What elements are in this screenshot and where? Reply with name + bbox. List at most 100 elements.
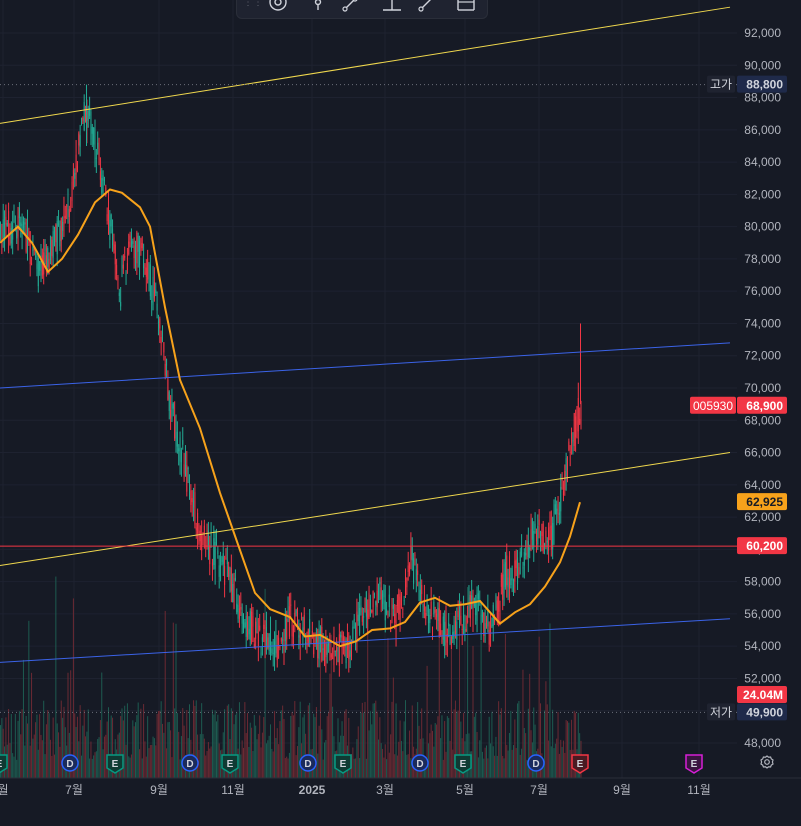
candle-body [36, 263, 38, 269]
candle-body [45, 255, 47, 273]
volume-bar [332, 706, 334, 778]
candle-body [63, 204, 65, 225]
volume-bar [230, 708, 232, 778]
volume-bar [459, 622, 460, 778]
volume-bar [94, 752, 96, 778]
volume-bar [40, 734, 42, 778]
settings-gear-icon[interactable] [759, 754, 775, 770]
candle-body [548, 527, 550, 551]
candle-body [108, 205, 109, 232]
candle-body [145, 267, 147, 277]
measure-icon[interactable] [455, 0, 477, 16]
volume-bar [280, 710, 282, 778]
candle-body [535, 530, 537, 542]
candle-body [321, 626, 323, 661]
earnings-event-icon[interactable] [454, 754, 472, 774]
volume-bar [275, 737, 277, 778]
earnings-event-icon[interactable] [221, 754, 239, 774]
line-tool-icon[interactable] [415, 0, 437, 16]
volume-bar [128, 756, 130, 778]
volume-bar [554, 743, 556, 778]
volume-bar [179, 759, 181, 778]
trendlines [0, 6, 731, 663]
volume-bar [352, 747, 354, 778]
volume-bar [63, 706, 65, 778]
candle-body [91, 126, 93, 134]
candle-body [124, 255, 126, 258]
volume-bar [78, 741, 80, 778]
grip-icon[interactable]: ⋮⋮ [243, 0, 263, 8]
volume-bar [295, 755, 297, 778]
y-tick-label: 66,000 [744, 446, 781, 460]
earnings-event-icon[interactable] [106, 754, 124, 774]
volume-bar [494, 755, 496, 778]
candle-body [332, 658, 334, 660]
volume-bar [386, 759, 388, 778]
candle-body [365, 591, 367, 617]
volume-bar [540, 703, 541, 778]
volume-tag: 24.04M [737, 686, 787, 703]
dividend-event-icon[interactable] [181, 754, 199, 772]
candle-body [247, 621, 249, 638]
candle-body [147, 258, 149, 280]
earnings-event-icon[interactable] [0, 754, 8, 774]
candle-body [297, 613, 298, 617]
volume-bar [337, 718, 339, 778]
candle-body [486, 620, 487, 629]
candle-body [557, 504, 559, 511]
volume-bar [479, 740, 481, 778]
last-price-tag: 005930 68,900 [690, 396, 787, 414]
dividend-event-label: D [66, 759, 73, 770]
volume-bar [396, 755, 398, 778]
volume-bar [562, 740, 564, 778]
dividend-event-icon[interactable] [411, 754, 429, 772]
trendline[interactable] [0, 342, 731, 389]
candle-body [238, 608, 240, 619]
earnings-event-icon[interactable] [334, 754, 352, 774]
volume-bar [253, 714, 255, 778]
trendline[interactable] [0, 452, 731, 566]
earnings-event-icon[interactable] [571, 754, 589, 774]
x-tick-label: 5월 [456, 783, 474, 797]
volume-bar [99, 720, 101, 778]
candle-body [255, 621, 257, 640]
volume-bar [548, 740, 550, 778]
volume-bar [101, 672, 103, 778]
candle-body [417, 570, 419, 575]
dividend-event-icon[interactable] [527, 754, 545, 772]
volume-bar [1, 718, 3, 778]
dividend-event-icon[interactable] [299, 754, 317, 772]
volume-bar [22, 659, 24, 778]
candle-body [98, 148, 100, 161]
volume-bar [216, 721, 217, 778]
earnings-event-icon[interactable] [685, 754, 703, 774]
horizontal-ray-icon[interactable] [381, 0, 403, 16]
volume-bar [217, 714, 219, 778]
ma-tag-value: 62,925 [746, 495, 783, 509]
volume-bar [454, 700, 456, 778]
candle-body [414, 554, 416, 556]
earnings-event-label: E [0, 759, 3, 770]
dividend-event-icon[interactable] [61, 754, 79, 772]
volume-bar [90, 741, 92, 778]
drawing-toolbar: ⋮⋮ [236, 0, 488, 19]
magnet-icon[interactable] [267, 0, 289, 16]
marker-icon[interactable] [307, 0, 329, 16]
event-markers[interactable]: EDEDEDEDEDEE [0, 754, 703, 774]
volume-bar [157, 711, 159, 778]
trend-line-icon[interactable] [339, 0, 361, 16]
candle-body [211, 562, 213, 566]
last-price-bg [737, 396, 787, 414]
candle-body [274, 641, 276, 656]
candle-body [407, 565, 409, 573]
volume-bar [286, 756, 288, 778]
candle-body [35, 256, 37, 258]
trendline[interactable] [0, 618, 731, 663]
candle-body [14, 223, 16, 225]
trendline[interactable] [0, 6, 731, 124]
candle-body [472, 591, 474, 623]
volume-bar [446, 716, 448, 778]
volume-bar [17, 720, 19, 778]
